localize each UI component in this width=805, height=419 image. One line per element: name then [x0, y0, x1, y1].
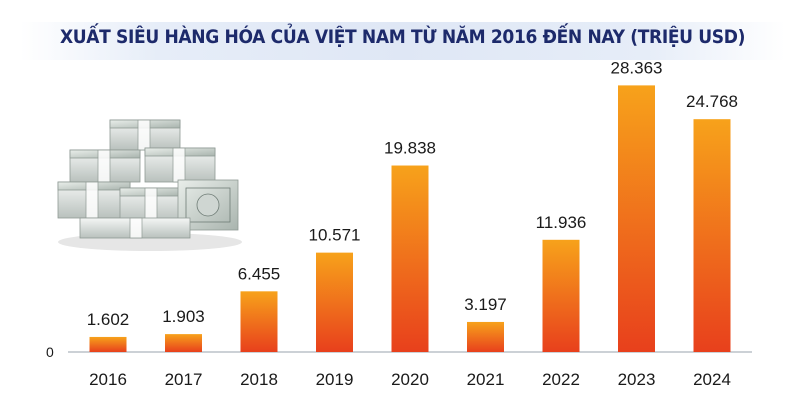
category-label-2019: 2019: [316, 370, 354, 389]
value-label-2019: 10.571: [309, 226, 361, 245]
category-label-2022: 2022: [542, 370, 580, 389]
category-label-2020: 2020: [391, 370, 429, 389]
category-label-2016: 2016: [89, 370, 127, 389]
bar-2016: [89, 336, 127, 352]
category-label-2018: 2018: [240, 370, 278, 389]
bar-2024: [693, 119, 731, 352]
value-label-2023: 28.363: [611, 58, 663, 77]
money-stacks-icon: [57, 119, 242, 251]
value-label-2021: 3.197: [464, 295, 507, 314]
value-label-2017: 1.903: [162, 307, 205, 326]
category-label-2017: 2017: [165, 370, 203, 389]
bar-2021: [467, 321, 504, 352]
value-label-2020: 19.838: [384, 139, 436, 158]
category-label-2021: 2021: [467, 370, 505, 389]
bar-2022: [542, 239, 580, 352]
chart-title: XUẤT SIÊU HÀNG HÓA CỦA VIỆT NAM TỪ NĂM 2…: [59, 26, 746, 48]
title-band: [20, 22, 785, 60]
bar-2019: [316, 252, 353, 352]
value-label-2024: 24.768: [686, 92, 738, 111]
value-label-2016: 1.602: [87, 310, 130, 329]
value-label-2022: 11.936: [536, 213, 587, 232]
category-label-2024: 2024: [693, 370, 731, 389]
category-label-2023: 2023: [618, 370, 656, 389]
bar-2023: [618, 85, 655, 352]
bar-2020: [391, 165, 429, 352]
y-tick-label: 0: [46, 344, 54, 360]
bar-2017: [165, 334, 202, 352]
bar-2018: [240, 291, 278, 352]
value-label-2018: 6.455: [238, 264, 281, 283]
